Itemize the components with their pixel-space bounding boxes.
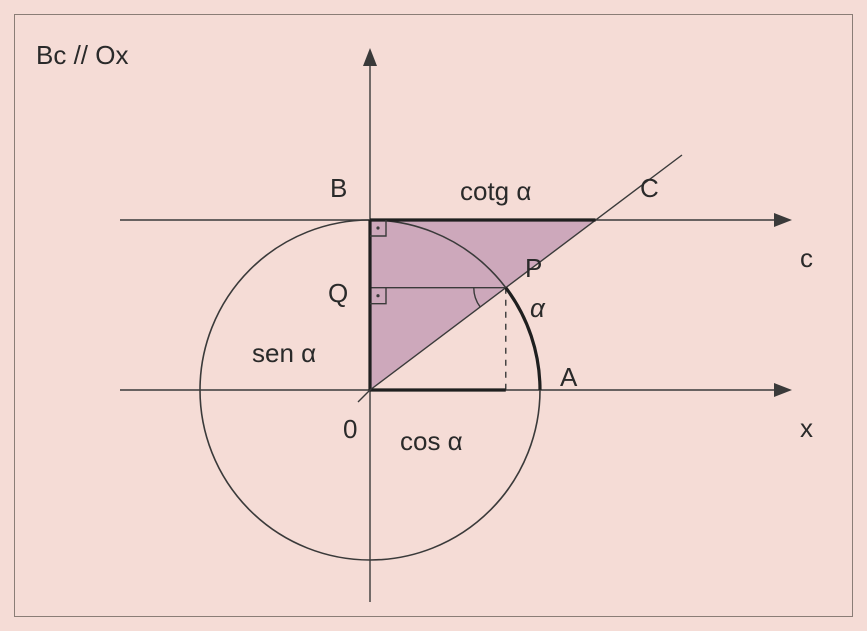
label-O: 0 <box>343 414 357 445</box>
trig-diagram <box>0 0 867 631</box>
label-cos: cos α <box>400 426 463 457</box>
label-sen: sen α <box>252 338 316 369</box>
label-B: B <box>330 173 347 204</box>
label-cotg: cotg α <box>460 176 531 207</box>
title-label: Bc // Ox <box>36 40 128 71</box>
label-P: P <box>525 253 542 284</box>
label-x-axis: x <box>800 413 813 444</box>
diagram-stage: Bc // Ox B C cotg α c P α Q sen α A 0 co… <box>0 0 867 631</box>
label-A: A <box>560 362 577 393</box>
label-c-axis: c <box>800 243 813 274</box>
label-Q: Q <box>328 278 348 309</box>
label-C: C <box>640 173 659 204</box>
label-alpha: α <box>530 293 545 324</box>
